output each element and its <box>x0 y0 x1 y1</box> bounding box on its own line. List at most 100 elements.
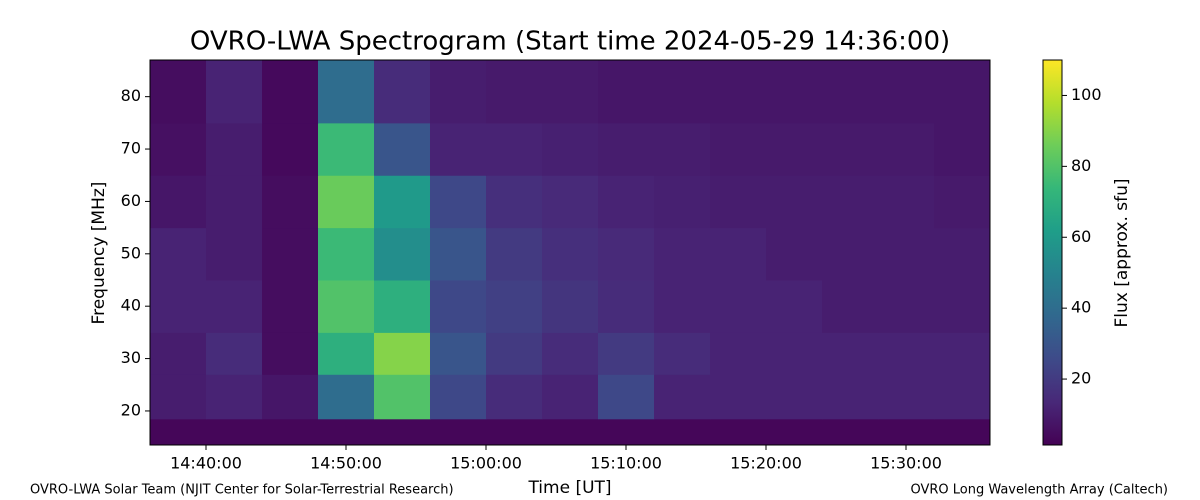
heatmap-cell <box>374 280 431 333</box>
heatmap-cell <box>150 122 207 176</box>
heatmap-cell <box>878 122 935 176</box>
heatmap-cell <box>878 418 935 446</box>
heatmap-cell <box>318 227 375 281</box>
heatmap-cell <box>710 374 767 420</box>
heatmap-cell <box>654 280 711 333</box>
heatmap-cell <box>934 175 991 229</box>
heatmap-cell <box>654 60 711 124</box>
heatmap-cell <box>598 60 655 124</box>
heatmap-cell <box>542 60 599 124</box>
heatmap-cell <box>486 227 543 281</box>
colorbar-tick-label: 40 <box>1071 298 1091 317</box>
heatmap-cell <box>934 418 991 446</box>
heatmap-cell <box>542 332 599 375</box>
heatmap-cell <box>710 332 767 375</box>
heatmap-cell <box>374 122 431 176</box>
heatmap-cell <box>206 332 263 375</box>
heatmap-cell <box>598 227 655 281</box>
heatmap-cell <box>486 332 543 375</box>
heatmap-cell <box>766 332 823 375</box>
heatmap-cell <box>934 60 991 124</box>
heatmap-cell <box>430 60 487 124</box>
y-tick-label: 70 <box>121 139 141 158</box>
heatmap-cell <box>542 418 599 446</box>
heatmap-cell <box>430 175 487 229</box>
heatmap-cell <box>206 122 263 176</box>
heatmap-cell <box>766 280 823 333</box>
x-tick-label: 15:30:00 <box>870 454 942 473</box>
heatmap-cell <box>150 280 207 333</box>
heatmap-cell <box>262 374 319 420</box>
heatmap-cell <box>206 374 263 420</box>
heatmap-cell <box>710 280 767 333</box>
heatmap-cell <box>934 227 991 281</box>
heatmap-cell <box>486 60 543 124</box>
heatmap-cell <box>598 175 655 229</box>
heatmap-cell <box>486 374 543 420</box>
heatmap-cell <box>150 227 207 281</box>
heatmap-cell <box>598 280 655 333</box>
heatmap-cell <box>150 332 207 375</box>
heatmap-cell <box>486 175 543 229</box>
heatmap-cell <box>710 418 767 446</box>
heatmap-cell <box>822 280 879 333</box>
y-tick-label: 50 <box>121 243 141 262</box>
y-tick-label: 30 <box>121 348 141 367</box>
heatmap-cell <box>430 418 487 446</box>
heatmap-cell <box>822 418 879 446</box>
heatmap-cell <box>654 418 711 446</box>
heatmap-cell <box>766 60 823 124</box>
heatmap-cell <box>374 374 431 420</box>
heatmap-cell <box>822 227 879 281</box>
y-tick-label: 80 <box>121 86 141 105</box>
x-axis-label: Time [UT] <box>527 478 611 498</box>
heatmap-cell <box>318 418 375 446</box>
heatmap-cell <box>878 60 935 124</box>
heatmap-cell <box>542 227 599 281</box>
heatmap-cell <box>430 374 487 420</box>
heatmap-cell <box>262 60 319 124</box>
colorbar-tick-label: 100 <box>1071 85 1102 104</box>
heatmap-cell <box>654 175 711 229</box>
heatmap-cell <box>150 60 207 124</box>
heatmap-cell <box>374 60 431 124</box>
heatmap-cell <box>542 374 599 420</box>
heatmap-cell <box>766 374 823 420</box>
heatmap-cell <box>150 418 207 446</box>
heatmap-cell <box>262 280 319 333</box>
heatmap-cell <box>766 227 823 281</box>
heatmap-cell <box>206 418 263 446</box>
footer-right: OVRO Long Wavelength Array (Caltech) <box>910 483 1168 498</box>
heatmap-cell <box>878 227 935 281</box>
heatmap-cell <box>542 280 599 333</box>
heatmap-cell <box>374 175 431 229</box>
colorbar <box>1042 59 1063 446</box>
heatmap-cell <box>542 175 599 229</box>
heatmap-cell <box>430 332 487 375</box>
heatmap-cell <box>934 122 991 176</box>
heatmap-cell <box>934 332 991 375</box>
heatmap-cell <box>766 175 823 229</box>
heatmap-cell <box>318 332 375 375</box>
heatmap-cell <box>374 418 431 446</box>
heatmap-cell <box>318 280 375 333</box>
colorbar-tick-label: 60 <box>1071 227 1091 246</box>
heatmap-cell <box>710 60 767 124</box>
heatmap-cell <box>374 332 431 375</box>
heatmap-cell <box>710 122 767 176</box>
heatmap-cell <box>822 332 879 375</box>
heatmap-cell <box>150 175 207 229</box>
heatmap-cell <box>654 374 711 420</box>
heatmap-cell <box>318 122 375 176</box>
heatmap-cell <box>878 280 935 333</box>
x-tick-label: 15:10:00 <box>590 454 662 473</box>
colorbar-tick-label: 80 <box>1071 156 1091 175</box>
x-tick-label: 15:20:00 <box>730 454 802 473</box>
heatmap-cell <box>318 175 375 229</box>
x-tick-label: 15:00:00 <box>450 454 522 473</box>
chart-title: OVRO-LWA Spectrogram (Start time 2024-05… <box>190 27 950 57</box>
heatmap-cell <box>878 332 935 375</box>
heatmap-cell <box>542 122 599 176</box>
heatmap-cell <box>710 227 767 281</box>
